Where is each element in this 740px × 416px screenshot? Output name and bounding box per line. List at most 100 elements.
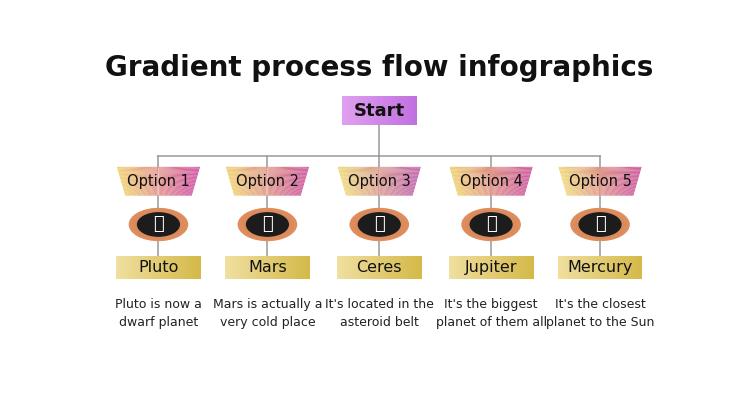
Polygon shape <box>597 167 599 196</box>
Polygon shape <box>300 167 309 196</box>
Polygon shape <box>251 167 255 196</box>
Polygon shape <box>156 167 158 196</box>
Polygon shape <box>176 167 181 196</box>
Polygon shape <box>563 256 564 279</box>
Polygon shape <box>615 167 620 196</box>
Polygon shape <box>596 167 598 196</box>
Circle shape <box>480 218 502 231</box>
Polygon shape <box>632 167 641 196</box>
Polygon shape <box>504 256 505 279</box>
Circle shape <box>466 211 516 238</box>
Polygon shape <box>187 167 196 196</box>
Circle shape <box>478 218 504 232</box>
Polygon shape <box>471 167 476 196</box>
Polygon shape <box>484 256 485 279</box>
Polygon shape <box>403 97 405 125</box>
Polygon shape <box>570 167 576 196</box>
Polygon shape <box>293 167 300 196</box>
Polygon shape <box>559 167 568 196</box>
Polygon shape <box>288 256 289 279</box>
Polygon shape <box>180 256 181 279</box>
Polygon shape <box>568 167 575 196</box>
Polygon shape <box>274 167 277 196</box>
Circle shape <box>572 209 628 240</box>
Polygon shape <box>568 256 569 279</box>
Polygon shape <box>490 256 491 279</box>
Circle shape <box>579 213 622 237</box>
Polygon shape <box>533 256 534 279</box>
Polygon shape <box>342 167 350 196</box>
Polygon shape <box>521 256 522 279</box>
Polygon shape <box>360 97 362 125</box>
Polygon shape <box>398 167 404 196</box>
Polygon shape <box>571 256 573 279</box>
Polygon shape <box>451 167 460 196</box>
Polygon shape <box>454 256 455 279</box>
Polygon shape <box>607 167 610 196</box>
Circle shape <box>255 218 279 231</box>
Polygon shape <box>227 256 228 279</box>
Circle shape <box>151 220 166 229</box>
Polygon shape <box>474 167 479 196</box>
Polygon shape <box>491 167 492 196</box>
Polygon shape <box>135 167 140 196</box>
Polygon shape <box>412 256 413 279</box>
Polygon shape <box>173 256 175 279</box>
Polygon shape <box>186 167 194 196</box>
Circle shape <box>488 223 495 227</box>
Circle shape <box>248 214 287 235</box>
Polygon shape <box>500 256 501 279</box>
Polygon shape <box>599 167 600 196</box>
Polygon shape <box>296 167 304 196</box>
Polygon shape <box>368 97 369 125</box>
Polygon shape <box>257 256 258 279</box>
Polygon shape <box>391 167 396 196</box>
Polygon shape <box>396 256 397 279</box>
Polygon shape <box>565 256 566 279</box>
Circle shape <box>246 213 289 236</box>
Circle shape <box>373 221 386 228</box>
Polygon shape <box>255 256 256 279</box>
Polygon shape <box>595 167 596 196</box>
Circle shape <box>148 219 169 230</box>
Circle shape <box>465 210 517 239</box>
Polygon shape <box>180 167 186 196</box>
Polygon shape <box>451 256 452 279</box>
Polygon shape <box>497 167 500 196</box>
Polygon shape <box>502 167 507 196</box>
Polygon shape <box>301 256 303 279</box>
Polygon shape <box>372 167 374 196</box>
Polygon shape <box>142 167 146 196</box>
Circle shape <box>256 218 278 231</box>
Polygon shape <box>636 256 637 279</box>
Polygon shape <box>256 256 257 279</box>
Polygon shape <box>345 97 346 125</box>
Text: 📷: 📷 <box>595 215 605 233</box>
Polygon shape <box>468 167 474 196</box>
Polygon shape <box>608 256 610 279</box>
Polygon shape <box>139 256 141 279</box>
Polygon shape <box>392 97 393 125</box>
Circle shape <box>266 224 269 225</box>
Polygon shape <box>354 97 355 125</box>
Polygon shape <box>189 167 198 196</box>
Polygon shape <box>508 167 513 196</box>
Polygon shape <box>394 97 395 125</box>
Circle shape <box>467 211 515 238</box>
Polygon shape <box>283 256 284 279</box>
Polygon shape <box>144 167 148 196</box>
Circle shape <box>354 210 405 239</box>
Polygon shape <box>351 256 352 279</box>
Polygon shape <box>133 167 139 196</box>
Polygon shape <box>148 256 149 279</box>
Polygon shape <box>340 256 341 279</box>
Polygon shape <box>411 167 421 196</box>
Polygon shape <box>344 97 345 125</box>
Polygon shape <box>241 256 242 279</box>
Polygon shape <box>165 167 168 196</box>
Polygon shape <box>501 167 505 196</box>
Polygon shape <box>561 256 562 279</box>
Circle shape <box>376 223 383 226</box>
Polygon shape <box>625 167 632 196</box>
Polygon shape <box>230 256 232 279</box>
